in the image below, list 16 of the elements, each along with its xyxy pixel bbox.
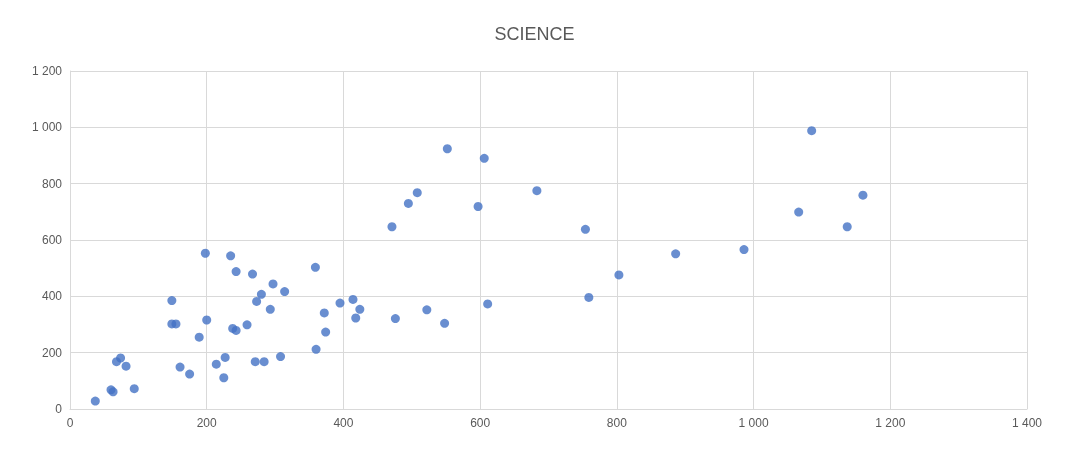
x-tick-label: 600 [470, 416, 491, 430]
y-tick-label: 1 200 [31, 64, 63, 78]
x-tick-label: 0 [66, 416, 74, 430]
x-tick-label: 1 000 [738, 416, 769, 430]
x-tick-label: 400 [333, 416, 354, 430]
chart-title: SCIENCE [494, 24, 575, 44]
y-tick-label: 800 [41, 176, 63, 191]
y-tick-label: 1 000 [31, 120, 63, 135]
y-tick-label: 200 [41, 345, 63, 360]
x-tick-label: 200 [196, 416, 218, 430]
x-tick-label: 1 400 [1011, 416, 1043, 430]
y-tick-label: 0 [55, 402, 63, 416]
x-tick-label: 1 200 [875, 416, 906, 430]
x-tick-label: 800 [606, 416, 628, 430]
y-tick-label: 600 [41, 233, 63, 247]
y-tick-label: 400 [41, 289, 63, 304]
